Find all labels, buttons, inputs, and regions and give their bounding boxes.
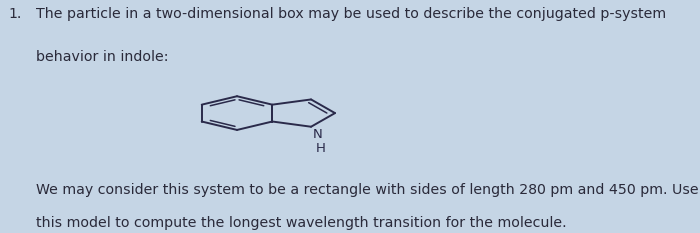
Text: H: H xyxy=(316,142,326,155)
Text: We may consider this system to be a rectangle with sides of length 280 pm and 45: We may consider this system to be a rect… xyxy=(36,183,699,197)
Text: The particle in a two-dimensional box may be used to describe the conjugated p-s: The particle in a two-dimensional box ma… xyxy=(36,7,666,21)
Text: this model to compute the longest wavelength transition for the molecule.: this model to compute the longest wavele… xyxy=(36,216,566,230)
Text: behavior in indole:: behavior in indole: xyxy=(36,50,169,64)
Text: N: N xyxy=(313,128,323,141)
Text: 1.: 1. xyxy=(9,7,22,21)
